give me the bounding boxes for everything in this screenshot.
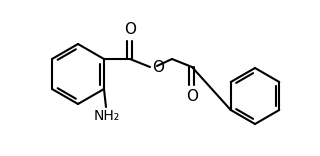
Text: NH₂: NH₂	[94, 109, 120, 123]
Text: O: O	[186, 89, 198, 104]
Text: O: O	[152, 61, 164, 76]
Text: O: O	[124, 22, 136, 37]
